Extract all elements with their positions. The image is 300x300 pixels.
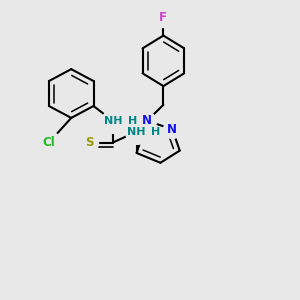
Text: N: N [142, 114, 152, 128]
Text: S: S [85, 136, 93, 149]
Text: NH: NH [128, 127, 146, 136]
Text: Cl: Cl [43, 136, 55, 149]
Text: N: N [167, 123, 177, 136]
Text: H: H [151, 127, 160, 136]
Text: H: H [128, 116, 137, 126]
Text: F: F [159, 11, 167, 24]
Text: NH: NH [103, 116, 122, 126]
